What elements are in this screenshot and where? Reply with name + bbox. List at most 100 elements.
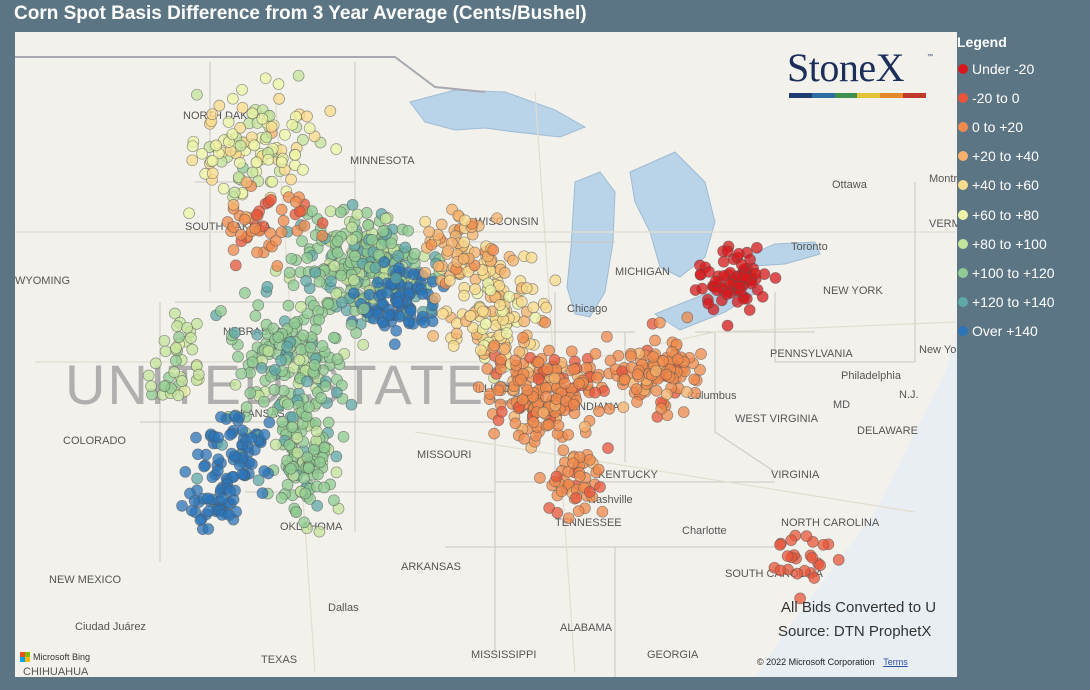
bid-location-point[interactable] bbox=[351, 208, 364, 221]
bid-location-point[interactable] bbox=[234, 157, 246, 169]
bid-location-point[interactable] bbox=[362, 219, 374, 232]
bid-location-point[interactable] bbox=[316, 340, 329, 352]
bid-location-point[interactable] bbox=[168, 366, 181, 378]
bid-location-point[interactable] bbox=[328, 331, 340, 344]
bid-location-point[interactable] bbox=[500, 327, 513, 340]
bid-location-point[interactable] bbox=[817, 538, 830, 551]
bid-location-point[interactable] bbox=[215, 411, 227, 423]
bid-location-point[interactable] bbox=[371, 276, 384, 289]
bid-location-point[interactable] bbox=[288, 317, 301, 330]
bid-location-point[interactable] bbox=[190, 431, 202, 444]
bid-location-point[interactable] bbox=[481, 363, 494, 375]
bid-location-point[interactable] bbox=[192, 368, 205, 381]
bid-location-point[interactable] bbox=[245, 432, 258, 444]
bid-location-point[interactable] bbox=[794, 592, 806, 605]
bid-location-point[interactable] bbox=[269, 363, 281, 376]
bid-location-point[interactable] bbox=[604, 354, 617, 367]
bid-location-point[interactable] bbox=[252, 299, 265, 311]
bid-location-point[interactable] bbox=[239, 287, 251, 299]
bid-location-point[interactable] bbox=[378, 256, 391, 268]
bid-location-point[interactable] bbox=[781, 550, 794, 562]
bid-location-point[interactable] bbox=[281, 340, 294, 353]
bid-location-point[interactable] bbox=[543, 344, 555, 357]
bid-location-point[interactable] bbox=[442, 244, 454, 257]
bid-location-point[interactable] bbox=[379, 212, 392, 225]
bid-location-point[interactable] bbox=[203, 505, 215, 517]
bid-location-point[interactable] bbox=[206, 154, 219, 167]
bid-location-point[interactable] bbox=[281, 479, 294, 491]
bid-location-point[interactable] bbox=[363, 288, 376, 301]
bid-location-point[interactable] bbox=[302, 462, 315, 474]
bid-location-point[interactable] bbox=[539, 316, 551, 329]
bid-location-point[interactable] bbox=[261, 281, 274, 293]
bid-location-point[interactable] bbox=[328, 260, 341, 273]
bid-location-point[interactable] bbox=[286, 421, 299, 433]
bid-location-point[interactable] bbox=[495, 353, 507, 366]
legend-item[interactable]: +40 to +60 bbox=[957, 171, 1087, 200]
bid-location-point[interactable] bbox=[313, 275, 326, 288]
bid-location-point[interactable] bbox=[181, 321, 193, 334]
bid-location-point[interactable] bbox=[404, 305, 417, 317]
bid-location-point[interactable] bbox=[484, 284, 497, 297]
bid-location-point[interactable] bbox=[654, 316, 666, 329]
bid-location-point[interactable] bbox=[206, 167, 219, 180]
bid-location-point[interactable] bbox=[418, 316, 431, 329]
bid-location-point[interactable] bbox=[279, 128, 291, 141]
bid-location-point[interactable] bbox=[806, 551, 819, 564]
bid-location-point[interactable] bbox=[173, 331, 185, 343]
bid-location-point[interactable] bbox=[228, 450, 241, 463]
legend-item[interactable]: -20 to 0 bbox=[957, 83, 1087, 112]
bid-location-point[interactable] bbox=[322, 298, 335, 310]
bid-location-point[interactable] bbox=[603, 403, 616, 415]
bid-location-point[interactable] bbox=[170, 354, 182, 367]
bid-location-point[interactable] bbox=[591, 371, 603, 384]
bid-location-point[interactable] bbox=[158, 334, 171, 347]
bid-location-point[interactable] bbox=[293, 354, 306, 366]
bid-location-point[interactable] bbox=[696, 282, 709, 295]
bid-location-point[interactable] bbox=[256, 113, 269, 125]
bid-location-point[interactable] bbox=[435, 218, 448, 231]
bid-location-point[interactable] bbox=[464, 310, 477, 322]
bid-location-point[interactable] bbox=[212, 453, 225, 466]
bid-location-point[interactable] bbox=[295, 301, 307, 313]
bid-location-point[interactable] bbox=[324, 205, 337, 218]
bid-location-point[interactable] bbox=[268, 384, 281, 396]
bid-location-point[interactable] bbox=[657, 355, 669, 367]
bid-location-point[interactable] bbox=[229, 326, 241, 339]
bid-location-point[interactable] bbox=[458, 236, 471, 249]
legend-item[interactable]: 0 to +20 bbox=[957, 112, 1087, 141]
bid-location-point[interactable] bbox=[436, 307, 449, 320]
bid-location-point[interactable] bbox=[751, 241, 763, 254]
basis-map[interactable]: UNITED STATES NORTH DAKOTA SOUTH DAKOTA … bbox=[15, 32, 957, 677]
bid-location-point[interactable] bbox=[250, 208, 263, 221]
bid-location-point[interactable] bbox=[346, 221, 358, 234]
bid-location-point[interactable] bbox=[285, 252, 298, 265]
bid-location-point[interactable] bbox=[292, 69, 305, 82]
bid-location-point[interactable] bbox=[185, 332, 197, 344]
legend-item[interactable]: Under -20 bbox=[957, 54, 1087, 83]
basis-points-layer[interactable] bbox=[142, 69, 845, 605]
bid-location-point[interactable] bbox=[733, 247, 745, 260]
bid-location-point[interactable] bbox=[228, 410, 241, 422]
bid-location-point[interactable] bbox=[647, 351, 659, 363]
bid-location-point[interactable] bbox=[703, 266, 715, 278]
bid-location-point[interactable] bbox=[525, 251, 538, 264]
bid-location-point[interactable] bbox=[316, 230, 329, 242]
bid-location-point[interactable] bbox=[269, 438, 282, 451]
bid-location-point[interactable] bbox=[330, 450, 343, 463]
bid-location-point[interactable] bbox=[515, 295, 528, 308]
bid-location-point[interactable] bbox=[196, 147, 208, 160]
bid-location-point[interactable] bbox=[331, 235, 344, 248]
bid-location-point[interactable] bbox=[312, 468, 324, 481]
bid-location-point[interactable] bbox=[235, 229, 247, 241]
bid-location-point[interactable] bbox=[399, 241, 412, 254]
bid-location-point[interactable] bbox=[419, 267, 432, 279]
bid-location-point[interactable] bbox=[170, 342, 182, 354]
bid-location-point[interactable] bbox=[557, 444, 570, 457]
legend-item[interactable]: +120 to +140 bbox=[957, 288, 1087, 317]
bid-location-point[interactable] bbox=[537, 406, 550, 419]
bid-location-point[interactable] bbox=[573, 377, 585, 390]
legend-item[interactable]: +60 to +80 bbox=[957, 200, 1087, 229]
legend-item[interactable]: +20 to +40 bbox=[957, 142, 1087, 171]
bid-location-point[interactable] bbox=[290, 506, 303, 519]
